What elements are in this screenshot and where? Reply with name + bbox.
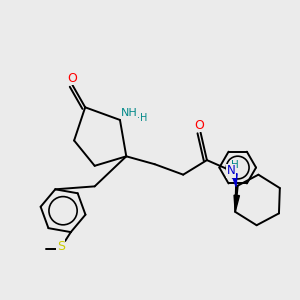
Text: S: S: [57, 239, 65, 253]
Text: H: H: [230, 160, 238, 170]
Text: NH: NH: [121, 108, 138, 118]
Text: ·H: ·H: [137, 113, 147, 123]
Text: O: O: [68, 72, 77, 85]
Text: O: O: [194, 119, 204, 132]
Polygon shape: [232, 174, 237, 187]
Text: N: N: [227, 164, 236, 177]
Polygon shape: [234, 195, 239, 212]
